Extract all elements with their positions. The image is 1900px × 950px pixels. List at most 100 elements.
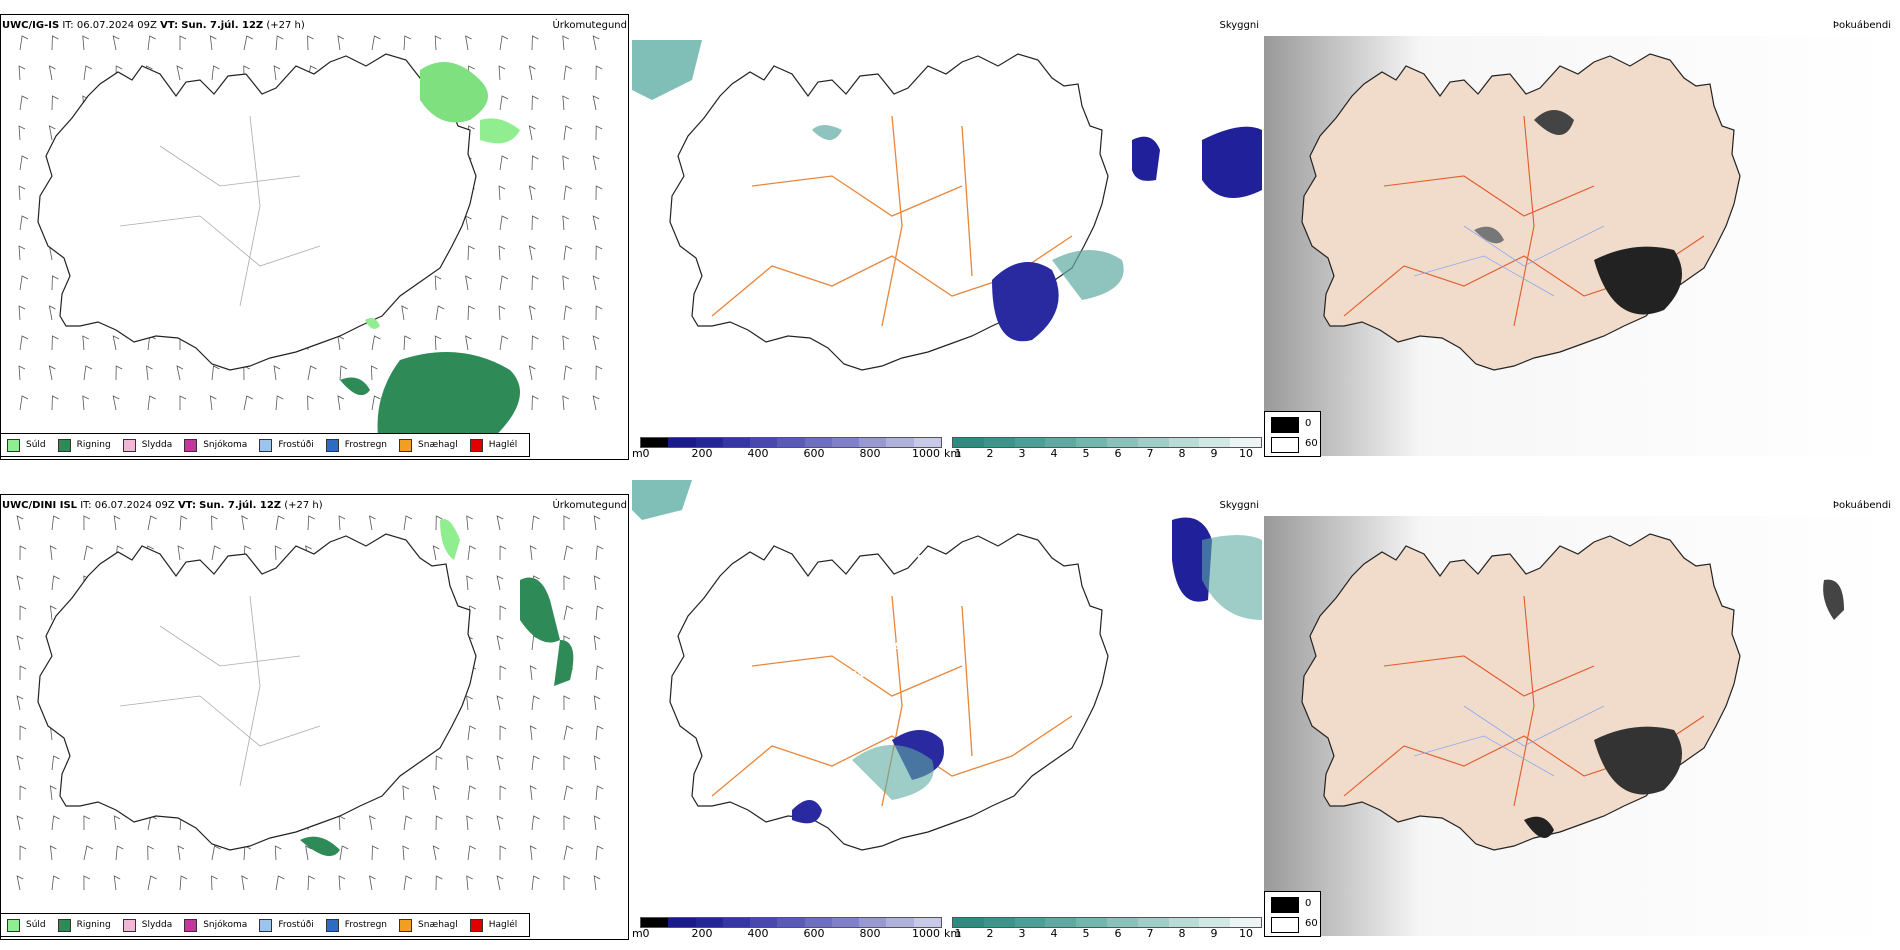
wind-barb	[403, 875, 413, 891]
legend-item: Súld	[7, 438, 46, 452]
wind-barb	[82, 335, 89, 351]
legend-swatch	[7, 918, 20, 932]
colorbar-tick: 0	[642, 447, 650, 460]
wind-barb	[16, 515, 24, 531]
colorbar-step	[1168, 918, 1200, 927]
wind-barb	[403, 35, 411, 51]
fog-legend-dark-swatch	[1271, 897, 1299, 913]
wind-barb	[595, 365, 603, 381]
wind-barb	[592, 275, 600, 291]
wind-barb	[176, 65, 184, 81]
wind-barb	[49, 605, 57, 621]
legend-swatch	[7, 438, 20, 452]
wind-barb	[368, 875, 376, 891]
colorbar-gradient	[640, 437, 942, 448]
wind-barb	[593, 635, 601, 651]
wind-barb	[273, 365, 281, 381]
wind-barb	[177, 545, 185, 561]
legend-label: Frostúði	[278, 920, 314, 930]
panel-title: Úrkomutegund	[552, 500, 627, 511]
legend-label: Haglél	[488, 920, 518, 930]
header-row2: UWC/DINI ISL IT: 06.07.2024 09Z VT: Sun.…	[2, 500, 323, 511]
wind-barb	[465, 35, 472, 51]
colorbar-tick: 800	[859, 927, 881, 940]
wind-barb	[19, 545, 27, 561]
wind-barb	[113, 515, 121, 531]
colorbar-gradient	[640, 917, 942, 928]
wind-barb	[467, 305, 475, 321]
wind-barb	[211, 65, 220, 81]
visibility-map: 51 124 57 54 61 7 62 4 3	[632, 40, 1262, 371]
colorbar-tick: 1	[954, 927, 962, 940]
colorbar-tick: 5	[1082, 447, 1090, 460]
colorbar-tick: 9	[1210, 447, 1218, 460]
wind-barb	[146, 365, 153, 381]
wind-barb	[499, 155, 509, 171]
wind-barb	[113, 815, 121, 831]
visibility-value-label: 31	[880, 658, 894, 669]
colorbar-tick: 800	[859, 447, 881, 460]
wind-barb	[595, 605, 604, 621]
wind-barb	[275, 395, 284, 411]
wind-barb	[563, 125, 573, 141]
legend-label: Frostregn	[344, 440, 388, 450]
wind-barb	[339, 845, 349, 861]
colorbar-tick: 5	[1082, 927, 1090, 940]
wind-barb	[243, 365, 250, 381]
wind-barb	[307, 365, 317, 381]
colorbar-tick: 10	[1239, 927, 1253, 940]
wind-barb	[16, 695, 24, 711]
wind-barb	[51, 395, 59, 411]
wind-barb	[593, 755, 601, 771]
colorbar-tick: 8	[1178, 447, 1186, 460]
colorbar-unit: m	[632, 927, 643, 940]
legend-item: Slydda	[122, 438, 172, 452]
visibility-value-label: 57	[839, 286, 853, 297]
legend-swatch	[399, 918, 413, 932]
wind-barb	[337, 335, 345, 351]
wind-barb	[593, 875, 601, 891]
wind-barb	[435, 305, 445, 321]
wind-barb	[592, 395, 600, 411]
vt-value: Sun. 7.júl. 12Z	[181, 20, 264, 31]
wind-barb	[48, 125, 56, 141]
wind-barb	[179, 875, 188, 891]
wind-barb	[19, 155, 29, 171]
wind-barb	[531, 875, 540, 891]
precip-legend: Súld Rigning Slydda Snjókoma Frostúði Frostre…	[0, 913, 531, 937]
wind-barb	[531, 335, 539, 351]
visibility-value-label: 7	[888, 310, 895, 321]
wind-barb	[19, 785, 27, 801]
wind-barb	[211, 545, 221, 561]
colorbar-step	[859, 918, 887, 927]
wind-barb	[529, 725, 537, 741]
wind-barb	[466, 755, 473, 771]
wind-barb	[307, 875, 315, 891]
wind-barb	[432, 785, 440, 801]
wind-barb	[432, 545, 440, 561]
wind-barb	[563, 545, 574, 561]
colorbar-unit: km	[944, 447, 962, 460]
wind-barb	[563, 65, 573, 81]
fog-map	[1264, 36, 1895, 456]
wind-barb	[368, 515, 376, 531]
colorbar-step	[1199, 918, 1231, 927]
visibility-value-label: 62	[855, 328, 869, 339]
vt-label: VT:	[177, 500, 196, 511]
colorbar-step	[1045, 918, 1077, 927]
wind-barb	[498, 185, 506, 201]
wind-barb	[51, 815, 60, 831]
colorbar-step	[983, 438, 1015, 447]
wind-barb	[499, 545, 507, 561]
wind-barb	[177, 845, 185, 861]
wind-barb	[51, 755, 60, 771]
wind-barb	[499, 275, 509, 291]
wind-barb	[499, 845, 507, 861]
legend-item: Súld	[7, 918, 46, 932]
wind-barb	[243, 395, 253, 411]
wind-barb	[529, 785, 537, 801]
wind-barb	[563, 755, 571, 771]
it-label: IT:	[62, 20, 74, 31]
legend-label: Haglél	[488, 440, 518, 450]
